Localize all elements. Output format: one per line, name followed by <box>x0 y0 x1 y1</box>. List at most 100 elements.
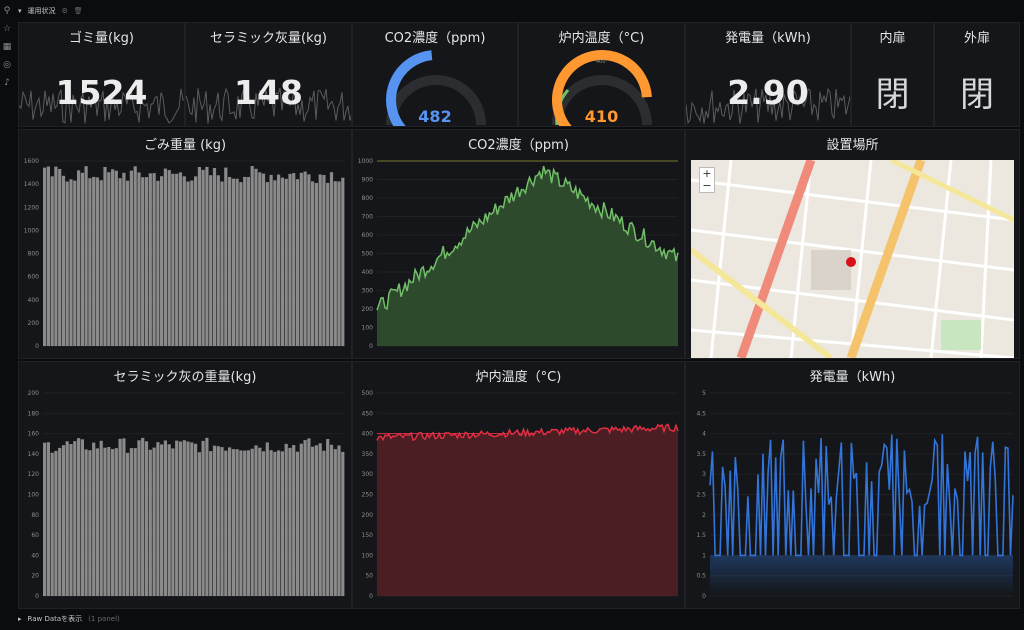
y-tick-label: 1600 <box>24 158 39 165</box>
bar <box>239 182 243 346</box>
bar <box>318 443 322 596</box>
y-tick-label: 3 <box>702 471 706 478</box>
map-panel[interactable]: 設置場所 + − <box>685 129 1020 359</box>
bar <box>69 179 73 346</box>
chart-panel-ceramic[interactable]: セラミック灰の重量(kg) 200 180 160 140 120 100 80 60 40 20… <box>18 361 352 609</box>
y-tick-label: 1200 <box>24 204 39 211</box>
location-map[interactable] <box>691 160 1014 358</box>
delete-icon[interactable]: 🗑 <box>73 7 83 15</box>
bar <box>205 437 209 596</box>
map-zoom-control[interactable]: + − <box>699 167 715 193</box>
panel-title: CO2濃度（ppm) <box>384 31 486 46</box>
bar <box>50 176 54 346</box>
sparkline <box>686 87 850 125</box>
y-tick-label: 900 <box>362 177 374 184</box>
bar <box>341 177 345 346</box>
bar <box>133 166 137 346</box>
bar <box>95 448 99 596</box>
bar <box>103 447 107 596</box>
settings-icon[interactable]: ⚙ <box>61 7 68 15</box>
explore-icon[interactable]: ◎ <box>3 60 11 70</box>
y-tick-label: 200 <box>362 512 374 519</box>
series-line <box>709 434 1014 557</box>
bar <box>141 177 145 346</box>
bar <box>103 167 107 346</box>
stat-value: 148 <box>234 73 303 112</box>
bar <box>118 178 122 346</box>
area-fill <box>377 424 678 596</box>
location-marker[interactable] <box>846 257 856 267</box>
gomi-bar-chart: 1600 1400 1200 1000 800 600 400 200 0 <box>24 158 345 350</box>
y-tick-label: 1400 <box>24 181 39 188</box>
stat-panel-gomi[interactable]: ゴミ量(kg) 1524 <box>18 22 185 127</box>
bar <box>326 439 330 596</box>
star-icon[interactable]: ☆ <box>2 24 12 34</box>
chart-panel-gomi[interactable]: ごみ重量 (kg) 1600 1400 1200 1000 800 600 400 200 0 <box>18 129 352 359</box>
chart-panel-temp[interactable]: 炉内温度（°C) 500 450 400 350 300 250 200 150 100 50 0 <box>352 361 685 609</box>
y-tick-label: 300 <box>362 288 374 295</box>
row-header[interactable]: ▾ 運用状況 ⚙ 🗑 <box>18 4 83 18</box>
y-tick-label: 150 <box>362 532 374 539</box>
bar <box>163 168 167 346</box>
y-tick-label: 4 <box>702 431 706 438</box>
bar <box>126 180 130 346</box>
panel-title: 設置場所 <box>826 138 879 153</box>
chart-panel-co2[interactable]: CO2濃度（ppm) 1000 900 800 700 600 500 400 300 200 1… <box>352 129 685 359</box>
expand-icon[interactable]: ▸ <box>18 615 22 623</box>
bar <box>288 173 292 346</box>
chart-panel-power[interactable]: 発電量（kWh) 5 4.5 4 3.5 3 2.5 2 1.5 1 0.5 0 <box>685 361 1020 609</box>
collapse-icon[interactable]: ▾ <box>18 7 22 15</box>
stat-panel-power[interactable]: 発電量（kWh) 2.90 <box>685 22 851 127</box>
stat-panel-ceramic[interactable]: セラミック灰量(kg) 148 <box>185 22 352 127</box>
gauge-panel-co2[interactable]: CO2濃度（ppm) 482 <box>352 22 518 127</box>
bar <box>88 178 92 346</box>
stat-value: 閉 <box>875 75 910 115</box>
bar <box>137 172 141 346</box>
y-tick-label: 1000 <box>358 158 373 165</box>
search-icon[interactable]: ⚲ <box>3 6 11 16</box>
y-tick-label: 0 <box>702 593 706 600</box>
y-tick-label: 40 <box>31 552 39 559</box>
bar <box>284 443 288 596</box>
power-line-chart: 5 4.5 4 3.5 3 2.5 2 1.5 1 0.5 0 <box>696 390 1014 600</box>
raw-data-row[interactable]: ▸ Raw Dataを表示 (1 panel) <box>18 612 120 626</box>
bar <box>295 179 300 346</box>
y-tick-label: 5 <box>702 390 706 397</box>
bar <box>288 447 292 596</box>
y-tick-label: 600 <box>28 274 40 281</box>
bar <box>280 177 284 346</box>
stat-panel-outer-door[interactable]: 外扉 閉 <box>934 22 1020 127</box>
bar <box>314 445 318 596</box>
bar <box>122 438 126 596</box>
gauge-value: 410 <box>584 107 619 126</box>
bar <box>171 448 175 596</box>
apps-icon[interactable]: ▦ <box>2 42 12 52</box>
bar <box>61 175 66 346</box>
bar <box>160 444 164 596</box>
y-tick-label: 0 <box>35 343 39 350</box>
bar <box>58 169 62 346</box>
bar <box>65 181 69 346</box>
y-tick-label: 500 <box>362 390 374 397</box>
bar <box>156 180 160 346</box>
bar <box>190 180 194 346</box>
panel-title: 外扉 <box>963 31 990 46</box>
y-tick-label: 140 <box>28 451 40 458</box>
bar <box>73 441 77 596</box>
gauge-panel-temp[interactable]: 炉内温度（°C) 400 410 <box>518 22 685 127</box>
bar <box>46 442 50 596</box>
bell-icon[interactable]: ♪ <box>4 78 10 88</box>
bar <box>175 440 179 596</box>
y-tick-label: 100 <box>362 325 374 332</box>
stat-value: 閉 <box>960 75 994 115</box>
panel-title: セラミック灰量(kg) <box>210 31 327 46</box>
panel-title: 炉内温度（°C) <box>558 31 645 46</box>
y-tick-label: 700 <box>362 214 374 221</box>
bar <box>216 446 220 596</box>
bar <box>99 180 103 346</box>
bar <box>280 451 284 596</box>
bar <box>167 444 171 596</box>
bar <box>231 449 235 596</box>
stat-panel-inner-door[interactable]: 内扉 閉 <box>851 22 934 127</box>
